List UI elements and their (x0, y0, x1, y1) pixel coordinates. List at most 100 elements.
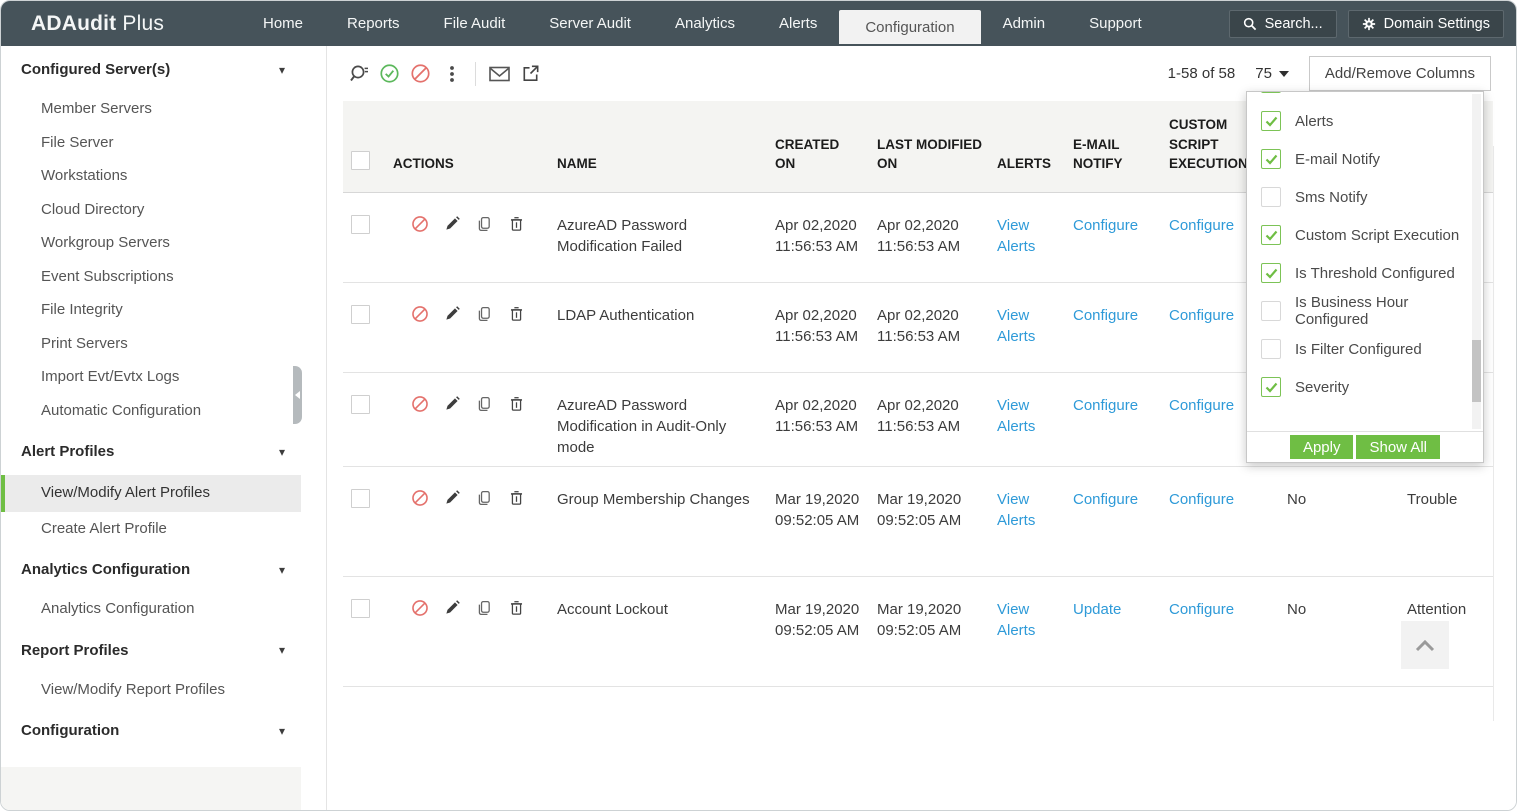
delete-icon[interactable] (508, 305, 525, 323)
sidebar-section-configuration[interactable]: Configuration ▾ (1, 707, 301, 753)
edit-icon[interactable] (444, 489, 461, 506)
edit-icon[interactable] (444, 215, 461, 232)
delete-icon[interactable] (508, 215, 525, 233)
view-alerts-link[interactable]: View Alerts (997, 600, 1036, 639)
column-option[interactable]: Severity (1261, 368, 1483, 406)
nav-tab-reports[interactable]: Reports (347, 15, 400, 32)
nav-tab-file-audit[interactable]: File Audit (443, 15, 506, 32)
column-checkbox[interactable] (1261, 339, 1281, 359)
sidebar-item-file-integrity[interactable]: File Integrity (41, 301, 123, 318)
copy-icon[interactable] (476, 305, 493, 323)
nav-tab-alerts[interactable]: Alerts (779, 15, 818, 32)
view-alerts-link[interactable]: View Alerts (997, 216, 1036, 255)
sidebar-section-configured-servers[interactable]: Configured Server(s) ▾ (1, 46, 301, 92)
copy-icon[interactable] (476, 599, 493, 617)
panel-scrollbar-thumb[interactable] (1472, 340, 1481, 402)
row-checkbox[interactable] (351, 394, 370, 414)
column-option[interactable]: Custom Script Execution (1261, 216, 1483, 254)
column-checkbox[interactable] (1261, 377, 1281, 397)
custom-script-link[interactable]: Configure (1169, 396, 1235, 414)
view-alerts-link[interactable]: View Alerts (997, 490, 1036, 529)
sidebar-item-workgroup-servers[interactable]: Workgroup Servers (41, 234, 170, 251)
custom-script-link[interactable]: Configure (1169, 216, 1235, 234)
column-checkbox[interactable] (1261, 263, 1281, 283)
disable-icon[interactable] (411, 305, 429, 323)
email-notify-link[interactable]: Update (1073, 600, 1122, 618)
sidebar-item-print-servers[interactable]: Print Servers (41, 334, 128, 352)
sidebar-item-file-server[interactable]: File Server (41, 133, 114, 151)
sidebar-section-analytics-configuration[interactable]: Analytics Configuration ▾ (1, 546, 301, 592)
add-remove-columns-button[interactable]: Add/Remove Columns (1308, 56, 1491, 91)
edit-icon[interactable] (444, 305, 461, 322)
column-checkbox[interactable] (1261, 225, 1281, 245)
apply-button[interactable]: Apply (1289, 435, 1354, 459)
app-logo[interactable]: ADAudit Plus (1, 1, 241, 46)
sidebar-section-alert-profiles[interactable]: Alert Profiles ▾ (1, 428, 301, 474)
show-all-button[interactable]: Show All (1356, 435, 1441, 459)
search-in-results-icon[interactable] (343, 59, 374, 89)
column-option[interactable]: Is Business Hour Configured (1261, 292, 1483, 330)
edit-icon[interactable] (444, 599, 461, 616)
edit-icon[interactable] (444, 395, 461, 412)
sidebar-item-analytics-configuration[interactable]: Analytics Configuration (41, 600, 195, 617)
copy-icon[interactable] (476, 215, 493, 233)
column-option[interactable]: Is Filter Configured (1261, 330, 1483, 368)
email-notify-link[interactable]: Configure (1073, 490, 1139, 508)
column-checkbox[interactable] (1261, 92, 1281, 93)
nav-tab-analytics[interactable]: Analytics (674, 15, 735, 32)
nav-tab-support[interactable]: Support (1089, 15, 1142, 32)
column-checkbox[interactable] (1261, 111, 1281, 131)
email-notify-link[interactable]: Configure (1073, 306, 1139, 324)
email-notify-link[interactable]: Configure (1073, 396, 1139, 414)
sidebar-item-event-subscriptions[interactable]: Event Subscriptions (41, 267, 174, 285)
column-option[interactable]: Is Threshold Configured (1261, 254, 1483, 292)
disable-icon[interactable] (411, 215, 429, 233)
sidebar-item-view-modify-alert-profiles[interactable]: View/Modify Alert Profiles (1, 475, 301, 512)
column-option[interactable]: E-mail Notify (1261, 140, 1483, 178)
view-alerts-link[interactable]: View Alerts (997, 396, 1036, 435)
email-notify-link[interactable]: Configure (1073, 216, 1139, 234)
disable-icon[interactable] (411, 599, 429, 617)
page-size-dropdown[interactable]: 75 (1255, 65, 1289, 82)
column-option[interactable]: Alerts (1261, 102, 1483, 140)
row-checkbox[interactable] (351, 488, 370, 508)
view-alerts-link[interactable]: View Alerts (997, 306, 1036, 345)
delete-icon[interactable] (508, 395, 525, 413)
nav-tab-home[interactable]: Home (263, 15, 304, 32)
delete-icon[interactable] (508, 599, 525, 617)
panel-scrollbar-track[interactable] (1472, 94, 1481, 429)
sidebar-item-workstations[interactable]: Workstations (41, 167, 128, 184)
more-options-icon[interactable] (436, 59, 467, 89)
export-icon[interactable] (515, 59, 546, 89)
nav-tab-admin[interactable]: Admin (1002, 15, 1046, 32)
disable-icon[interactable] (411, 395, 429, 413)
sidebar-item-automatic-configuration[interactable]: Automatic Configuration (41, 401, 202, 419)
row-checkbox[interactable] (351, 598, 370, 618)
enable-alert-icon[interactable] (374, 59, 405, 89)
disable-alert-icon[interactable] (405, 59, 436, 89)
nav-tab-configuration[interactable]: Configuration (839, 10, 981, 44)
sidebar-item-import-evt-logs[interactable]: Import Evt/Evtx Logs (41, 368, 180, 385)
domain-settings-button[interactable]: Domain Settings (1347, 9, 1504, 38)
sidebar-collapse-handle[interactable] (293, 366, 302, 424)
custom-script-link[interactable]: Configure (1169, 490, 1235, 508)
copy-icon[interactable] (476, 395, 493, 413)
sidebar-item-create-alert-profile[interactable]: Create Alert Profile (41, 519, 167, 537)
column-option[interactable]: Last Modified On (1261, 92, 1483, 102)
column-option[interactable]: Sms Notify (1261, 178, 1483, 216)
select-all-checkbox[interactable] (351, 151, 370, 171)
delete-icon[interactable] (508, 489, 525, 507)
custom-script-link[interactable]: Configure (1169, 600, 1235, 618)
sidebar-section-report-profiles[interactable]: Report Profiles ▾ (1, 627, 301, 673)
sidebar-item-cloud-directory[interactable]: Cloud Directory (41, 200, 145, 218)
column-checkbox[interactable] (1261, 301, 1281, 321)
scroll-to-top-button[interactable] (1401, 621, 1449, 669)
copy-icon[interactable] (476, 489, 493, 507)
custom-script-link[interactable]: Configure (1169, 306, 1235, 324)
column-checkbox[interactable] (1261, 187, 1281, 207)
row-checkbox[interactable] (351, 304, 370, 324)
column-checkbox[interactable] (1261, 149, 1281, 169)
email-icon[interactable] (484, 59, 515, 89)
search-button[interactable]: Search... (1228, 9, 1337, 38)
sidebar-item-member-servers[interactable]: Member Servers (41, 100, 152, 117)
